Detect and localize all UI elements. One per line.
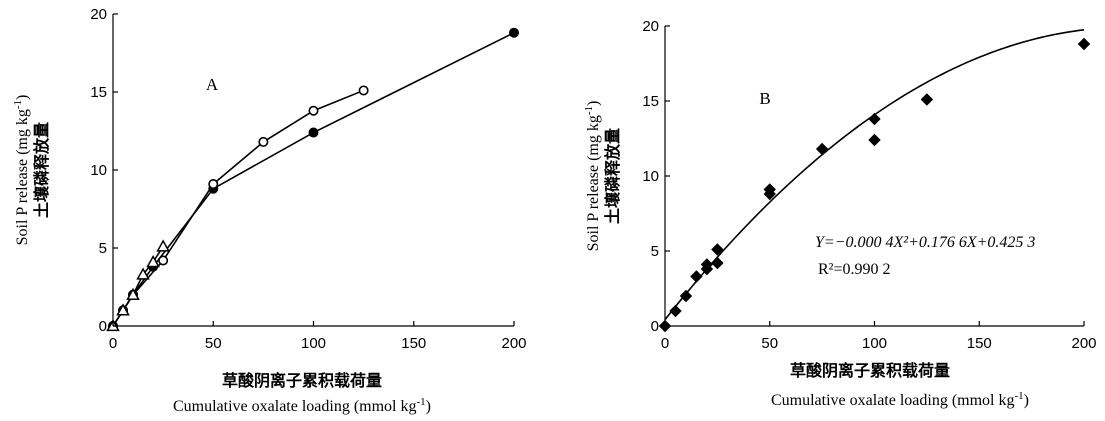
chart-a-y-axis-label-en: Soil P release (mg kg-1) bbox=[12, 95, 31, 246]
chart-a-point-open-circle bbox=[159, 256, 167, 264]
chart-a-point-filled-circle bbox=[510, 28, 519, 37]
chart-a-point-open-circle bbox=[259, 138, 267, 146]
chart-b-x-tick-label: 50 bbox=[761, 335, 778, 352]
chart-a-y-axis-label-cn: 土壤磷释放量 bbox=[32, 122, 51, 218]
chart-b-panel-label: B bbox=[759, 89, 770, 108]
chart-b: 0 5 10 15 20 0 50 100 150 200 B Y=−0.000 4X²+0.1… bbox=[583, 18, 1097, 409]
chart-b-equation: Y=−0.000 4X²+0.176 6X+0.425 3 bbox=[815, 234, 1035, 251]
chart-a-panel-label: A bbox=[206, 75, 219, 94]
chart-b-x-tick-label: 200 bbox=[1071, 335, 1096, 352]
chart-b-point-filled-diamond bbox=[712, 258, 723, 269]
chart-b-x-axis-label-cn: 草酸阴离子累积载荷量 bbox=[790, 361, 950, 380]
chart-a-x-tick-label: 200 bbox=[501, 335, 526, 352]
chart-a-point-open-triangle bbox=[158, 241, 169, 251]
chart-b-y-axis-label-cn: 土壤磷释放量 bbox=[603, 128, 622, 224]
chart-b-y-tick-label: 5 bbox=[651, 243, 659, 260]
chart-a-series-filled-circle-line bbox=[113, 33, 514, 326]
chart-b-point-filled-diamond bbox=[869, 114, 880, 125]
chart-b-r-squared: R²=0.990 2 bbox=[818, 261, 891, 278]
chart-a-y-tick-label: 10 bbox=[90, 162, 107, 179]
chart-b-point-filled-diamond bbox=[680, 291, 691, 302]
chart-a-x-tick-label: 50 bbox=[205, 335, 222, 352]
chart-a-y-tick-label: 5 bbox=[99, 240, 107, 257]
chart-a-point-open-circle bbox=[209, 180, 217, 188]
chart-a-point-open-circle bbox=[359, 86, 367, 94]
chart-b-point-filled-diamond bbox=[921, 94, 932, 105]
chart-b-y-tick-label: 15 bbox=[642, 93, 659, 110]
chart-b-x-tick-label: 100 bbox=[862, 335, 887, 352]
chart-b-y-tick-label: 10 bbox=[642, 168, 659, 185]
chart-a-x-tick-label: 150 bbox=[401, 335, 426, 352]
chart-b-point-filled-diamond bbox=[670, 306, 681, 317]
chart-b-x-axis-label-en: Cumulative oxalate loading (mmol kg-1) bbox=[771, 390, 1029, 409]
chart-b-x-tick-label: 150 bbox=[967, 335, 992, 352]
chart-b-point-filled-diamond bbox=[869, 135, 880, 146]
chart-b-point-filled-diamond bbox=[1079, 39, 1090, 50]
chart-a-x-tick-label: 0 bbox=[109, 335, 117, 352]
chart-a-y-tick-label: 15 bbox=[90, 84, 107, 101]
chart-a-y-tick-label: 20 bbox=[90, 6, 107, 23]
chart-a-x-tick-label: 100 bbox=[301, 335, 326, 352]
chart-b-y-tick-label: 20 bbox=[642, 18, 659, 35]
chart-a-y-tick-label: 0 bbox=[99, 318, 107, 335]
chart-b-y-axis-label-en: Soil P release (mg kg-1) bbox=[583, 101, 602, 252]
chart-b-point-filled-diamond bbox=[691, 271, 702, 282]
chart-b-y-tick-label: 0 bbox=[651, 318, 659, 335]
chart-a-x-axis-label-cn: 草酸阴离子累积载荷量 bbox=[222, 371, 382, 390]
chart-b-point-filled-diamond bbox=[817, 144, 828, 155]
chart-a: 0 5 10 15 20 0 50 100 150 200 A 草酸阴离子累积载荷量 Cumul… bbox=[12, 6, 527, 415]
chart-a-point-filled-circle bbox=[309, 128, 318, 137]
chart-a-x-axis-label-en: Cumulative oxalate loading (mmol kg-1) bbox=[173, 396, 431, 415]
chart-b-x-tick-label: 0 bbox=[661, 335, 669, 352]
chart-a-point-open-circle bbox=[309, 107, 317, 115]
